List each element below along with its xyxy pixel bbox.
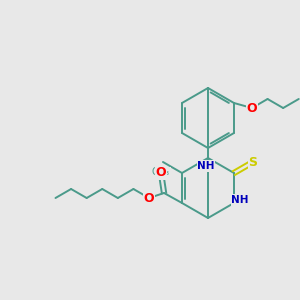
Text: S: S	[248, 155, 257, 169]
Text: O: O	[156, 167, 166, 179]
Text: O: O	[247, 101, 257, 115]
Text: O: O	[144, 191, 154, 205]
Text: NH: NH	[197, 161, 215, 171]
Text: CH₃: CH₃	[152, 167, 170, 177]
Text: NH: NH	[231, 195, 249, 205]
